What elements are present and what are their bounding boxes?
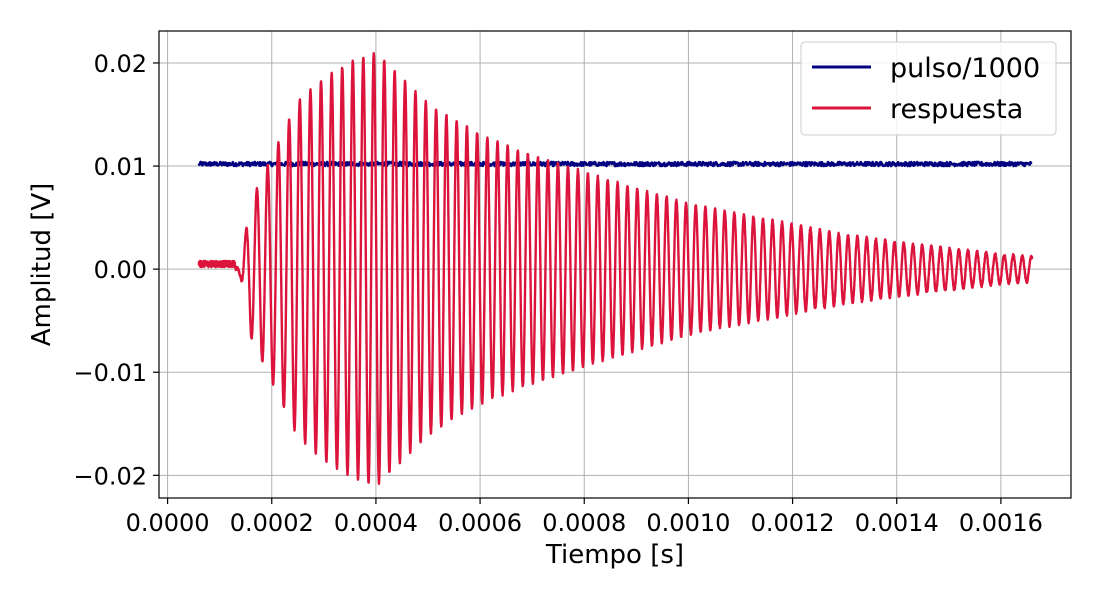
y-tick-label: 0.01 [94,153,147,181]
plot-frame [158,30,1072,499]
x-tick-label: 0.0002 [230,509,314,537]
legend-box [800,41,1057,136]
y-tick-label: 0.02 [94,50,147,78]
x-tick-label: 0.0000 [126,509,210,537]
y-tick-label: −0.01 [73,359,147,387]
x-axis-label: Tiempo [s] [545,540,684,570]
plot-series-group [197,52,1034,485]
y-axis-ticks: −0.02 −0.01 0.00 0.01 0.02 [73,50,159,490]
series-line-pulso [197,160,1033,168]
y-tick-label: 0.00 [94,256,147,284]
x-tick-label: 0.0004 [334,509,418,537]
x-axis-ticks: 0.0000 0.0002 0.0004 0.0006 0.0008 0.0010 0.00… [126,498,1043,537]
legend-label-pulso: pulso/1000 [890,53,1040,84]
x-tick-label: 0.0008 [542,509,626,537]
x-tick-label: 0.0012 [751,509,835,537]
x-tick-label: 0.0006 [438,509,522,537]
y-axis-label: Amplitud [V] [27,183,57,347]
x-tick-label: 0.0016 [959,509,1043,537]
x-tick-label: 0.0014 [855,509,939,537]
legend-label-respuesta: respuesta [890,94,1023,125]
legend: pulso/1000 respuesta [800,41,1057,136]
series-line-respuesta [197,52,1034,485]
y-tick-label: −0.02 [73,462,147,490]
x-tick-label: 0.0010 [646,509,730,537]
